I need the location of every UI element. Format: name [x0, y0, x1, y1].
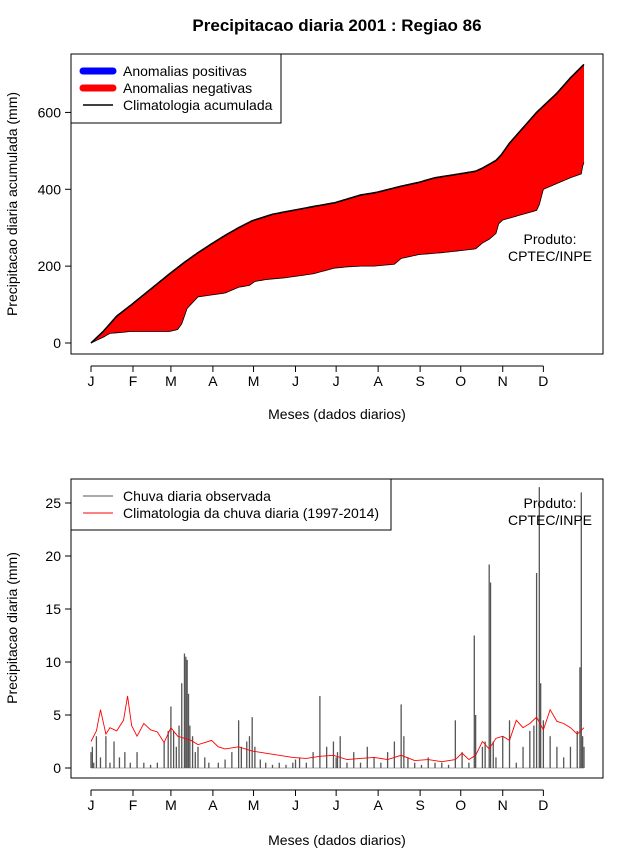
bottom-credit-line2: CPTEC/INPE [508, 512, 592, 528]
top-x-tick-label: A [373, 373, 383, 389]
bottom-x-axis-label: Meses (dados diarios) [268, 832, 406, 848]
bottom-y-tick-label: 15 [45, 601, 61, 617]
anomaly-area-group [90, 63, 585, 344]
bottom-x-tick-label: F [129, 797, 138, 813]
top-y-tick-label: 200 [38, 258, 62, 274]
bottom-x-tick-label: S [415, 797, 424, 813]
top-y-tick-label: 600 [38, 104, 62, 120]
top-y-tick-label: 400 [38, 181, 62, 197]
top-x-tick-label: N [498, 373, 508, 389]
bottom-x-tick-label: J [292, 797, 299, 813]
top-y-axis: 0 200 400 600 [38, 104, 71, 351]
bottom-x-tick-label: D [538, 797, 548, 813]
bottom-x-tick-label: J [333, 797, 340, 813]
legend-label-positive: Anomalias positivas [123, 63, 247, 79]
daily-chart: 0 5 10 15 20 25 J F M A M J J A S O N D Meses (dados dia… [4, 478, 604, 848]
top-x-tick-label: J [292, 373, 299, 389]
bottom-x-tick-label: M [165, 797, 177, 813]
bottom-y-tick-label: 0 [53, 760, 61, 776]
bottom-x-tick-label: J [88, 797, 95, 813]
top-x-axis-label: Meses (dados diarios) [268, 406, 406, 422]
bottom-legend: Chuva diaria observada Climatologia da c… [70, 478, 392, 531]
top-legend: Anomalias positivas Anomalias negativas … [70, 53, 282, 124]
top-plot-frame [70, 53, 604, 355]
legend-label-climatology: Climatologia acumulada [123, 97, 273, 113]
legend-label-observed: Chuva diaria observada [123, 488, 271, 504]
bottom-y-tick-label: 5 [53, 707, 61, 723]
bottom-credit-line1: Produto: [524, 495, 577, 511]
top-x-tick-label: J [88, 373, 95, 389]
top-x-tick-label: A [208, 373, 218, 389]
negative-anomaly-area [91, 64, 584, 343]
top-x-tick-label: M [165, 373, 177, 389]
bottom-x-tick-label: O [455, 797, 466, 813]
climatology-cumulative-line [90, 63, 585, 344]
bottom-y-tick-label: 20 [45, 548, 61, 564]
top-credit-line1: Produto: [524, 231, 577, 247]
bottom-y-axis: 0 5 10 15 20 25 [45, 495, 71, 776]
top-credit-line2: CPTEC/INPE [508, 248, 592, 264]
top-x-tick-label: J [333, 373, 340, 389]
climatology-line-group [90, 695, 585, 763]
legend-label-negative: Anomalias negativas [123, 80, 252, 96]
observed-bars-group [90, 487, 585, 769]
bottom-x-tick-label: A [208, 797, 218, 813]
top-y-tick-label: 0 [53, 335, 61, 351]
bottom-x-tick-label: M [248, 797, 260, 813]
bottom-x-tick-label: N [498, 797, 508, 813]
top-x-tick-label: S [415, 373, 424, 389]
legend-label-daily-clim: Climatologia da chuva diaria (1997-2014) [123, 505, 379, 521]
top-x-tick-label: D [538, 373, 548, 389]
top-x-tick-label: O [455, 373, 466, 389]
bottom-x-tick-label: A [373, 797, 383, 813]
daily-climatology-line [90, 695, 585, 763]
top-y-axis-label: Precipitacao diaria acumulada (mm) [4, 92, 20, 316]
top-x-tick-label: F [129, 373, 138, 389]
observed-cumulative-line [90, 162, 585, 344]
bottom-y-tick-label: 25 [45, 495, 61, 511]
bottom-legend-box [70, 478, 392, 531]
figure-title: Precipitacao diaria 2001 : Regiao 86 [192, 16, 481, 35]
bottom-y-axis-label: Precipitacao diaria (mm) [4, 552, 20, 704]
bottom-y-tick-label: 10 [45, 654, 61, 670]
top-x-tick-label: M [248, 373, 260, 389]
cumulative-chart: 0 200 400 600 J F M A M J J A S O N D Meses (dados dia… [4, 53, 604, 422]
